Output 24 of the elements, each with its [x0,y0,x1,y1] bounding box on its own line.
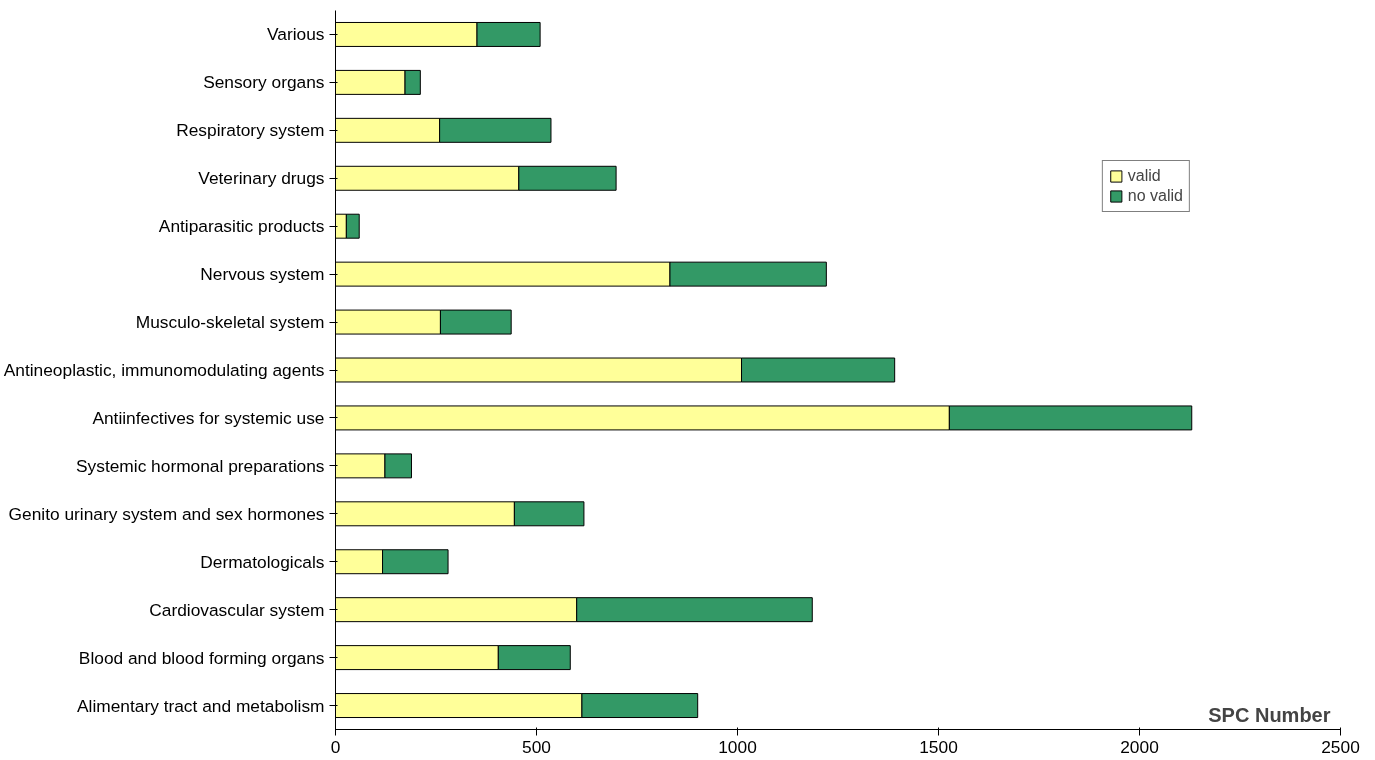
y-tick-label: Antiparasitic products [158,216,325,237]
y-tick-label: Nervous system [200,264,325,285]
y-tick-label: Dermatologicals [200,551,325,572]
x-tick-label: 500 [522,736,551,757]
x-tick-label: 2000 [1120,736,1159,757]
x-axis-title: SPC Number [1208,703,1331,726]
legend-label: valid [1127,167,1161,185]
y-tick-label: Sensory organs [203,72,325,93]
y-tick-label: Antiinfectives for systemic use [92,407,325,428]
x-tick-label: 2500 [1321,736,1360,757]
legend-label: no valid [1127,187,1183,205]
y-tick-label: Alimentary tract and metabolism [77,695,325,716]
x-tick-label: 0 [330,736,341,757]
y-tick-label: Veterinary drugs [198,168,325,189]
y-tick-label: Respiratory system [176,120,325,141]
y-tick-label: Cardiovascular system [149,599,325,620]
y-tick-label: Various [267,24,325,45]
y-tick-label: Musculo-skeletal system [135,312,325,333]
y-tick-label: Systemic hormonal preparations [76,455,325,476]
x-tick-label: 1000 [718,736,757,757]
x-tick-label: 1500 [919,736,958,757]
y-tick-label: Antineoplastic, immunomodulating agents [3,360,325,380]
y-tick-label: Genito urinary system and sex hormones [8,503,325,524]
y-tick-label: Blood and blood forming organs [78,647,325,668]
